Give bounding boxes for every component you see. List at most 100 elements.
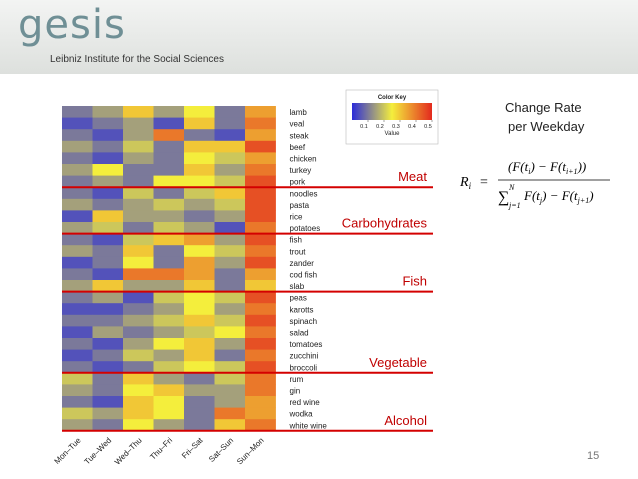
heatmap-cell	[184, 384, 215, 397]
heatmap-cell	[62, 303, 93, 316]
heatmap-cell	[62, 372, 93, 385]
heatmap-cell	[123, 210, 154, 223]
heatmap-cell	[92, 291, 124, 304]
heatmap-cell	[245, 117, 276, 130]
heatmap-cell	[153, 198, 185, 211]
page-number: 15	[587, 450, 600, 462]
heatmap-cell	[245, 407, 276, 420]
row-label: veal	[290, 120, 305, 129]
heatmap-cell	[153, 349, 185, 362]
heatmap-cell	[123, 384, 154, 397]
formula-numerator: (F(ti) − F(ti+1))	[508, 159, 586, 176]
heatmap-cell	[62, 338, 93, 350]
heatmap-cell	[214, 256, 246, 269]
heatmap-cell	[153, 129, 185, 142]
heatmap-cell	[153, 372, 185, 385]
heatmap-cell	[214, 349, 246, 362]
heatmap-cell	[62, 326, 93, 339]
row-label: rum	[290, 375, 304, 384]
heatmap-cell	[92, 338, 124, 350]
heatmap-cell	[62, 233, 93, 246]
heatmap-cell	[184, 291, 215, 304]
formula-lhs: Ri	[459, 175, 472, 191]
color-key-tick-label: 0.5	[424, 124, 432, 130]
heatmap-cell	[92, 129, 124, 142]
heatmap-cell	[62, 280, 93, 292]
heatmap-cell	[92, 372, 124, 385]
heatmap-cell	[245, 175, 276, 188]
heatmap-cell	[62, 210, 93, 223]
row-label: red wine	[290, 398, 321, 407]
heatmap-cell	[123, 129, 154, 142]
heatmap-cell	[92, 419, 124, 432]
row-label: trout	[290, 247, 307, 256]
heatmap-cell	[123, 233, 154, 246]
row-label: peas	[290, 294, 307, 303]
heatmap-cell	[245, 314, 276, 327]
heatmap-cell	[214, 361, 246, 374]
heatmap-cell	[92, 210, 124, 223]
row-label: pork	[290, 178, 307, 187]
heatmap-cell	[214, 384, 246, 397]
heatmap-cell	[92, 396, 124, 408]
heatmap-cell	[92, 303, 124, 316]
row-label: zander	[290, 259, 315, 268]
heatmap-cell	[214, 222, 246, 234]
heatmap-cell	[123, 222, 154, 234]
heatmap-cell	[184, 314, 215, 327]
heatmap-cell	[62, 419, 93, 432]
column-label: Sun–Mon	[235, 436, 266, 467]
heatmap-cell	[214, 372, 246, 385]
row-label: karotts	[290, 305, 314, 314]
row-label: slab	[290, 282, 305, 291]
heatmap-cell	[245, 268, 276, 281]
heatmap-cell	[153, 338, 185, 350]
row-label: rice	[290, 213, 303, 222]
heatmap-cell	[214, 210, 246, 223]
heatmap-cell	[184, 210, 215, 223]
heatmap-cell	[245, 198, 276, 211]
heatmap-cell	[214, 117, 246, 130]
heatmap-cell	[153, 291, 185, 304]
heatmap-cell	[245, 384, 276, 397]
heatmap-cell	[92, 361, 124, 374]
heatmap-cell	[214, 338, 246, 350]
heatmap-cell	[214, 326, 246, 339]
color-key-tick-label: 0.1	[360, 124, 368, 130]
heatmap-cell	[245, 152, 276, 165]
heatmap-cell	[123, 256, 154, 269]
group-label: Carbohydrates	[342, 216, 428, 231]
group-label: Vegetable	[369, 355, 427, 370]
heatmap-cell	[123, 349, 154, 362]
heatmap-cell	[214, 396, 246, 408]
heatmap-cell	[245, 256, 276, 269]
heatmap-cell	[153, 245, 185, 258]
header-band: gesis Leibniz Institute for the Social S…	[0, 0, 638, 74]
heatmap-cell	[184, 152, 215, 165]
row-label: potatoes	[290, 224, 321, 233]
heatmap-cell	[123, 291, 154, 304]
heatmap-cell	[184, 164, 215, 176]
heatmap-cell	[92, 268, 124, 281]
heatmap-cell	[123, 314, 154, 327]
heatmap-cell	[123, 198, 154, 211]
heatmap-cell	[214, 175, 246, 188]
heatmap-cell	[245, 361, 276, 374]
heatmap-cell	[214, 291, 246, 304]
heatmap-cell	[245, 210, 276, 223]
heatmap-cell	[153, 222, 185, 234]
heatmap-cell	[62, 291, 93, 304]
heatmap-cell	[123, 280, 154, 292]
row-label: pasta	[290, 201, 310, 210]
heatmap-cell	[184, 303, 215, 316]
heatmap-cell	[245, 326, 276, 339]
heatmap-cell	[153, 361, 185, 374]
institute-tagline: Leibniz Institute for the Social Science…	[50, 54, 224, 65]
row-label: broccoli	[290, 363, 318, 372]
heatmap-cell	[184, 175, 215, 188]
heatmap-cell	[153, 117, 185, 130]
heatmap-cell	[245, 338, 276, 350]
group-label: Alcohol	[384, 413, 427, 428]
heatmap-cell	[92, 314, 124, 327]
heatmap-cell	[123, 303, 154, 316]
